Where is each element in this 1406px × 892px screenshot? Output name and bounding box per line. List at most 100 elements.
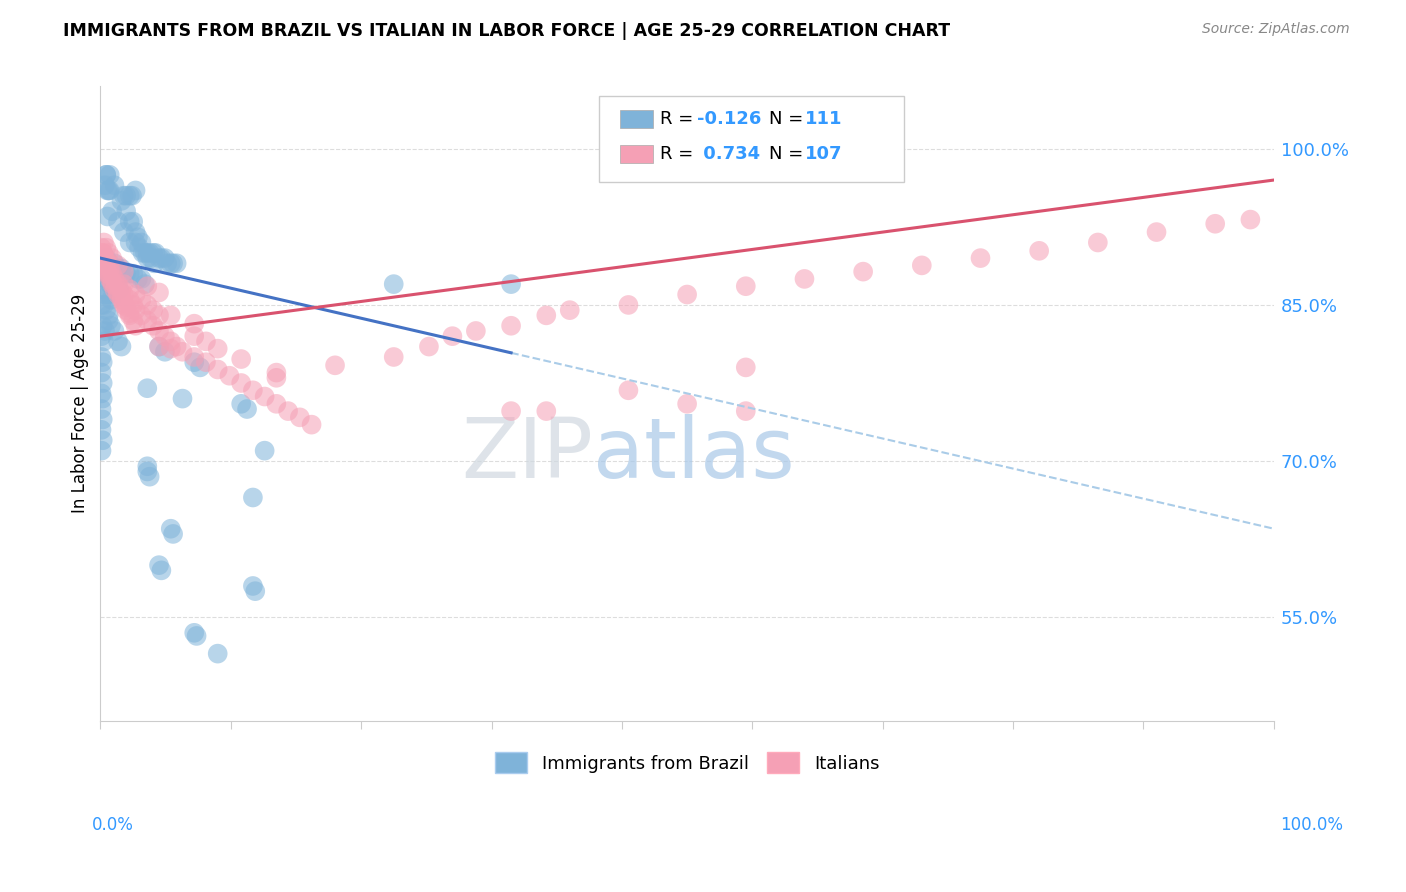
Text: ZIP: ZIP: [461, 414, 593, 495]
Point: [110, 261, 132, 276]
Point: [148, 558, 170, 573]
Point: [107, 215, 129, 229]
Point: [166, 256, 188, 270]
Text: N =: N =: [769, 110, 810, 128]
Point: [418, 340, 440, 354]
Point: [159, 309, 181, 323]
Point: [115, 303, 138, 318]
Point: [188, 360, 211, 375]
Point: [107, 261, 129, 276]
Point: [91, 392, 114, 406]
Point: [153, 344, 176, 359]
Point: [131, 309, 153, 323]
Point: [734, 360, 756, 375]
Text: atlas: atlas: [593, 414, 794, 495]
Point: [536, 404, 558, 418]
Point: [91, 246, 114, 260]
Point: [97, 313, 120, 327]
Point: [501, 318, 523, 333]
Point: [94, 324, 117, 338]
Point: [90, 423, 112, 437]
Point: [98, 168, 121, 182]
Point: [122, 298, 145, 312]
Point: [150, 563, 173, 577]
Point: [131, 293, 153, 307]
Point: [148, 309, 170, 323]
Point: [236, 402, 259, 417]
Point: [162, 527, 184, 541]
FancyBboxPatch shape: [620, 145, 652, 162]
Point: [91, 251, 114, 265]
Point: [124, 184, 146, 198]
Point: [183, 355, 205, 369]
Point: [617, 384, 640, 398]
Point: [107, 259, 129, 273]
Point: [112, 188, 135, 202]
Point: [266, 371, 288, 385]
Point: [245, 584, 267, 599]
Point: [122, 215, 145, 229]
Point: [97, 184, 120, 198]
Point: [136, 251, 159, 265]
Point: [143, 256, 166, 270]
Point: [1146, 225, 1168, 239]
Point: [94, 287, 117, 301]
Point: [183, 329, 205, 343]
Point: [136, 246, 159, 260]
Point: [852, 265, 875, 279]
Point: [103, 256, 125, 270]
Point: [101, 275, 124, 289]
Point: [231, 352, 253, 367]
Point: [110, 293, 132, 307]
Point: [110, 290, 132, 304]
Point: [118, 188, 141, 202]
Point: [96, 265, 118, 279]
Point: [100, 293, 122, 307]
Point: [93, 248, 115, 262]
Point: [131, 272, 153, 286]
Point: [676, 287, 699, 301]
Point: [107, 277, 129, 292]
Point: [96, 256, 118, 270]
Point: [136, 465, 159, 479]
Point: [253, 443, 276, 458]
Point: [218, 368, 240, 383]
Point: [134, 246, 156, 260]
Point: [107, 334, 129, 349]
Point: [118, 293, 141, 307]
Point: [159, 522, 181, 536]
Point: [112, 298, 135, 312]
Point: [91, 246, 114, 260]
Point: [441, 329, 464, 343]
Point: [112, 265, 135, 279]
Point: [103, 272, 125, 286]
Point: [90, 366, 112, 380]
Point: [153, 251, 176, 265]
Point: [242, 579, 264, 593]
Point: [91, 412, 114, 426]
Point: [136, 459, 159, 474]
Point: [277, 404, 299, 418]
Legend: Immigrants from Brazil, Italians: Immigrants from Brazil, Italians: [486, 743, 889, 782]
Point: [118, 235, 141, 250]
Point: [122, 313, 145, 327]
Point: [150, 251, 173, 265]
Point: [148, 324, 170, 338]
Point: [148, 340, 170, 354]
Point: [96, 184, 118, 198]
Point: [734, 404, 756, 418]
Point: [90, 443, 112, 458]
Point: [112, 287, 135, 301]
Point: [91, 434, 114, 448]
Point: [124, 287, 146, 301]
Point: [97, 246, 120, 260]
Point: [103, 178, 125, 193]
Point: [110, 282, 132, 296]
Point: [115, 204, 138, 219]
Point: [108, 282, 131, 296]
Point: [148, 340, 170, 354]
Text: N =: N =: [769, 145, 810, 162]
Point: [207, 362, 229, 376]
Point: [104, 282, 127, 296]
Text: IMMIGRANTS FROM BRAZIL VS ITALIAN IN LABOR FORCE | AGE 25-29 CORRELATION CHART: IMMIGRANTS FROM BRAZIL VS ITALIAN IN LAB…: [63, 22, 950, 40]
